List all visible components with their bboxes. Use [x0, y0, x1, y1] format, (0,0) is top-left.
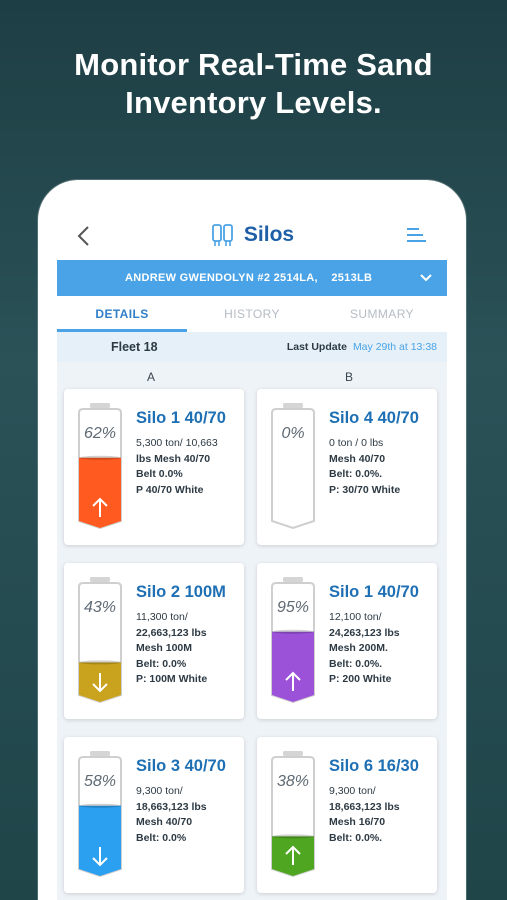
silo-detail-line: P: 100M White — [136, 673, 208, 685]
silo-tank-icon: 62% — [74, 401, 126, 530]
silo-detail-line: Belt: 0.0%. — [329, 831, 383, 844]
silo-detail-line: Belt 0.0% — [136, 468, 183, 480]
silo-detail-line: P 40/70 White — [136, 483, 204, 496]
silo-detail-line: Belt: 0.0%. — [329, 657, 383, 670]
silo-card[interactable]: 43% Silo 2 100M 11,300 ton/22,663,123 lb… — [64, 563, 244, 719]
headline: Monitor Real-Time Sand Inventory Levels. — [0, 46, 507, 122]
silo-detail-line: 22,663,123 lbs — [136, 626, 207, 639]
silo-detail-line: Mesh 40/70 — [329, 452, 386, 465]
silo-detail-line: P: 200 White — [329, 673, 392, 685]
silo-info: Silo 3 40/70 9,300 ton/18,663,123 lbs Mes… — [136, 757, 240, 846]
silo-detail-line: 12,100 ton/ — [329, 611, 382, 623]
app-bar: Silos — [57, 200, 447, 260]
last-update-value: May 29th at 13:38 — [352, 341, 437, 353]
last-update: Last Update May 29th at 13:38 — [287, 341, 437, 353]
silo-card[interactable]: 38% Silo 6 16/30 9,300 ton/18,663,123 lb… — [257, 737, 437, 893]
silo-tank-icon: 38% — [267, 749, 319, 878]
site-selector[interactable]: ANDREW GWENDOLYN #2 2514LA, 2513LB — [57, 260, 447, 296]
silo-tank-icon: 58% — [74, 749, 126, 878]
column-label-a: A — [147, 370, 156, 384]
silo-detail-line: Belt: 0.0% — [136, 831, 187, 844]
column-label-b: B — [345, 370, 354, 384]
silo-detail-line: Mesh 100M — [136, 642, 193, 654]
silo-grid: A B 62% Silo 1 40/70 5,300 ton/ 10,663 lb… — [57, 362, 447, 900]
silo-tank-icon: 43% — [74, 575, 126, 704]
silo-icon — [210, 222, 236, 248]
silo-detail-line: Mesh 16/70 — [329, 816, 386, 828]
silo-info: Silo 4 40/70 0 ton / 0 lbs Mesh 40/70 Belt… — [329, 409, 433, 498]
fill-percentage: 62% — [83, 425, 117, 442]
fill-percentage: 58% — [83, 773, 117, 790]
silo-detail-line: 11,300 ton/ — [136, 611, 188, 623]
silo-detail-line: lbs Mesh 40/70 — [136, 452, 211, 465]
silo-name: Silo 1 40/70 — [329, 583, 419, 601]
fill-percentage: 43% — [83, 599, 117, 616]
silo-tank-icon: 95% — [267, 575, 319, 704]
silo-card[interactable]: 95% Silo 1 40/70 12,100 ton/24,263,123 l… — [257, 563, 437, 719]
silo-card[interactable]: 0% Silo 4 40/70 0 ton / 0 lbs Mesh 40/70 B… — [257, 389, 437, 545]
chevron-left-icon[interactable] — [75, 224, 95, 248]
silo-card[interactable]: 62% Silo 1 40/70 5,300 ton/ 10,663 lbs Me… — [64, 389, 244, 545]
silo-card[interactable]: 58% Silo 3 40/70 9,300 ton/18,663,123 lb… — [64, 737, 244, 893]
tab-summary[interactable]: SUMMARY — [350, 307, 414, 321]
last-update-label: Last Update — [286, 341, 347, 353]
menu-icon[interactable] — [405, 226, 427, 244]
silo-detail-line: Mesh 40/70 — [136, 816, 193, 828]
silo-detail-line: Mesh 200M. — [329, 642, 388, 654]
silo-detail-line: Belt: 0.0% — [136, 657, 187, 670]
app-screen: Silos ANDREW GWENDOLYN #2 2514LA, 2513LB… — [57, 200, 447, 900]
silo-detail-line: 5,300 ton/ 10,663 — [136, 437, 218, 449]
fleet-bar: Fleet 18 Last Update May 29th at 13:38 — [57, 332, 447, 362]
silo-detail-line: Belt: 0.0%. — [329, 468, 383, 480]
chevron-down-icon — [419, 272, 433, 284]
headline-line-1: Monitor Real-Time Sand — [74, 47, 433, 82]
silo-info: Silo 2 100M 11,300 ton/22,663,123 lbs Mes… — [136, 583, 240, 688]
fill-percentage: 38% — [276, 773, 310, 790]
tab-details[interactable]: DETAILS — [57, 296, 187, 332]
silo-detail-line: 9,300 ton/ — [329, 785, 376, 797]
fill-percentage: 95% — [276, 599, 310, 616]
page-title-group: Silos — [57, 222, 447, 248]
silo-tank-icon: 0% — [267, 401, 319, 530]
silo-info: Silo 1 40/70 5,300 ton/ 10,663 lbs Mesh 4… — [136, 409, 240, 498]
fleet-name: Fleet 18 — [111, 340, 158, 354]
silo-info: Silo 1 40/70 12,100 ton/24,263,123 lbs Me… — [329, 583, 433, 688]
silo-name: Silo 3 40/70 — [136, 757, 226, 775]
silo-name: Silo 2 100M — [136, 583, 226, 601]
silo-detail-line: 18,663,123 lbs — [136, 800, 207, 813]
tab-bar: DETAILS HISTORY SUMMARY — [57, 296, 447, 332]
silo-detail-line: 24,263,123 lbs — [329, 626, 400, 639]
tab-history[interactable]: HISTORY — [224, 307, 280, 321]
silo-name: Silo 4 40/70 — [329, 409, 419, 427]
silo-info: Silo 6 16/30 9,300 ton/18,663,123 lbs Mes… — [329, 757, 433, 846]
headline-line-2: Inventory Levels. — [125, 85, 382, 120]
silo-name: Silo 6 16/30 — [329, 757, 419, 775]
fill-percentage: 0% — [281, 425, 305, 442]
page-title: Silos — [243, 223, 295, 246]
silo-detail-line: 0 ton / 0 lbs — [329, 437, 384, 449]
silo-detail-line: 18,663,123 lbs — [329, 800, 400, 813]
silo-name: Silo 1 40/70 — [136, 409, 226, 427]
silo-detail-line: 9,300 ton/ — [136, 785, 183, 797]
site-name: ANDREW GWENDOLYN #2 2514LA, 2513LB — [125, 272, 373, 284]
silo-detail-line: P: 30/70 White — [329, 483, 401, 496]
